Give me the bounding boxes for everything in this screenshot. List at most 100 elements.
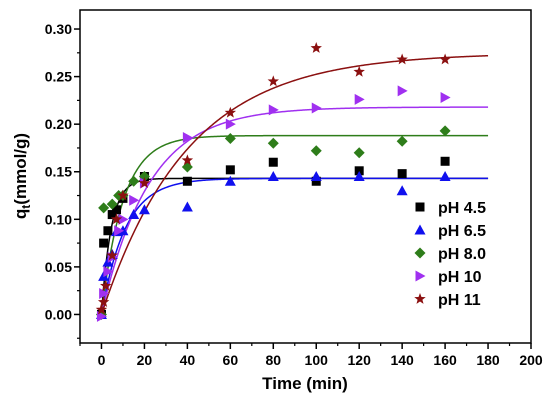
data-point-series-3: [114, 225, 125, 237]
legend: pH 4.5 pH 6.5 pH 8.0 pH 10 pH 11: [414, 200, 486, 309]
data-point-series-3: [311, 102, 322, 114]
data-point-series-4: [100, 279, 112, 291]
x-tick-label: 140: [390, 352, 414, 368]
y-tick-label: 0.15: [45, 164, 72, 180]
data-point-series-0: [112, 205, 122, 215]
data-point-series-3: [397, 85, 408, 97]
data-point-series-2: [98, 202, 110, 214]
legend-label: pH 10: [438, 269, 482, 286]
data-point-series-4: [106, 249, 118, 261]
data-point-series-0: [107, 210, 117, 220]
fit-curve-series-4: [100, 54, 489, 315]
data-point-series-0: [99, 238, 109, 248]
y-tick-label: 0.25: [45, 69, 72, 85]
x-tick-label: 80: [265, 352, 281, 368]
x-tick-label: 60: [223, 352, 239, 368]
data-point-series-4: [439, 53, 451, 65]
y-tick-label: 0.05: [45, 259, 72, 275]
data-point-series-2: [396, 135, 408, 147]
data-point-series-0: [440, 156, 450, 166]
data-point-series-1: [138, 204, 150, 215]
data-point-series-4: [95, 303, 108, 315]
y-axis-title-main: q: [11, 209, 30, 219]
x-tick-label: 0: [98, 352, 106, 368]
data-point-series-2: [353, 147, 365, 159]
data-point-series-2: [224, 132, 236, 144]
data-point-series-2: [310, 145, 322, 157]
data-point-series-2: [267, 137, 279, 149]
fit-curves: [100, 54, 489, 315]
legend-label: pH 8.0: [438, 246, 486, 263]
data-point-series-4: [97, 296, 110, 307]
legend-marker-series-2: [414, 247, 426, 259]
data-point-series-1: [353, 171, 365, 181]
y-tick-label: 0.10: [45, 211, 72, 227]
y-tick-label: 0.30: [45, 21, 72, 37]
data-point-series-3: [268, 104, 279, 116]
data-point-series-4: [267, 75, 279, 87]
x-tick-label: 100: [305, 352, 329, 368]
data-point-series-3: [225, 118, 236, 130]
data-point-series-1: [181, 201, 193, 212]
data-point-series-4: [310, 42, 322, 53]
fit-curve-series-1: [100, 177, 489, 315]
fit-curve-series-2: [100, 134, 489, 315]
data-point-series-4: [110, 213, 123, 225]
data-point-series-4: [117, 189, 129, 201]
legend-label: pH 4.5: [438, 200, 486, 217]
legend-marker-series-1: [414, 224, 426, 235]
data-point-series-3: [182, 131, 193, 143]
data-point-series-3: [354, 93, 365, 105]
y-axis-title-sub: t: [19, 205, 33, 209]
legend-marker-series-3: [415, 270, 426, 282]
data-point-series-2: [128, 175, 140, 187]
data-point-series-4: [138, 177, 151, 189]
data-point-series-1: [224, 175, 236, 186]
legend-marker-series-4: [414, 293, 426, 304]
fit-curve-series-0: [100, 177, 489, 315]
x-tick-label: 120: [348, 352, 372, 368]
data-point-series-1: [396, 185, 408, 196]
data-point-series-0: [354, 166, 364, 176]
data-point-series-4: [224, 106, 237, 118]
x-axis: 0 20 40 60 80 100 120 140 160 180 200: [79, 343, 543, 368]
data-point-series-0: [311, 176, 321, 186]
y-tick-label: 0.00: [45, 306, 72, 322]
data-point-series-3: [103, 266, 114, 278]
data-point-series-0: [182, 176, 192, 186]
legend-label: pH 6.5: [438, 223, 486, 240]
data-point-series-3: [96, 310, 107, 322]
data-point-series-0: [225, 165, 235, 175]
data-points: [95, 42, 451, 322]
data-point-series-3: [129, 194, 140, 206]
y-axis: 0.00 0.05 0.10 0.15 0.20 0.25 0.30: [45, 21, 80, 339]
y-axis-title: qt(mmol/g): [11, 133, 33, 219]
data-point-series-1: [439, 171, 451, 181]
x-axis-title: Time (min): [262, 374, 348, 393]
data-point-series-2: [439, 125, 451, 137]
y-axis-title-rest: (mmol/g): [11, 133, 30, 205]
data-point-series-4: [353, 65, 365, 77]
data-point-series-3: [99, 288, 110, 300]
fit-curve-series-3: [100, 106, 489, 315]
x-tick-label: 20: [137, 352, 153, 368]
data-point-series-2: [181, 161, 193, 173]
legend-marker-series-0: [415, 202, 425, 212]
x-tick-label: 200: [519, 352, 543, 368]
x-tick-label: 160: [433, 352, 457, 368]
data-point-series-0: [397, 169, 407, 179]
data-point-series-2: [106, 198, 118, 210]
y-tick-label: 0.20: [45, 116, 72, 132]
data-point-series-4: [396, 53, 408, 65]
data-point-series-0: [103, 226, 113, 236]
data-point-series-0: [268, 157, 278, 167]
data-point-series-1: [310, 171, 322, 181]
plot-frame: [79, 9, 532, 344]
legend-label: pH 11: [438, 292, 481, 309]
data-point-series-1: [128, 209, 140, 220]
data-point-series-1: [267, 171, 279, 181]
x-tick-label: 40: [180, 352, 196, 368]
data-point-series-3: [118, 213, 129, 225]
data-point-series-4: [181, 154, 194, 166]
